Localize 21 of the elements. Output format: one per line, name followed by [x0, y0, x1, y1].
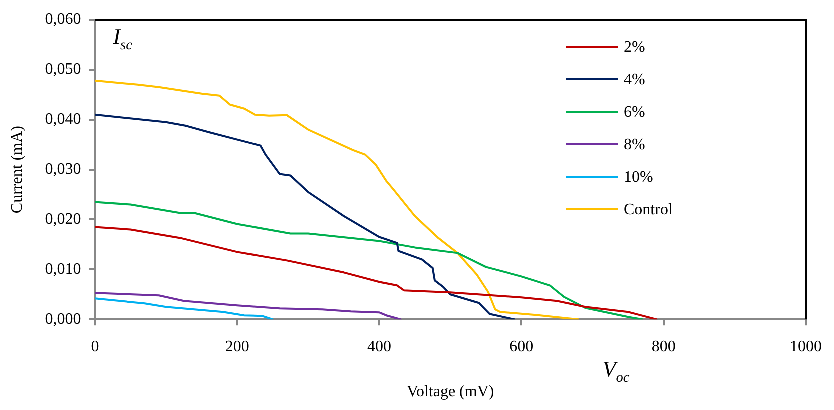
legend-label: 2% — [624, 39, 646, 56]
legend-label: 8% — [624, 136, 646, 154]
legend-label: 6% — [624, 104, 646, 122]
legend-label: Control — [624, 202, 674, 219]
y-tick-label: 0,020 — [45, 210, 82, 228]
x-tick-label: 800 — [652, 338, 676, 356]
y-tick-label: 0,000 — [45, 310, 82, 328]
y-tick-label: 0,010 — [45, 260, 82, 278]
x-tick-label: 600 — [510, 338, 534, 356]
y-tick-label: 0,060 — [45, 11, 82, 28]
y-tick-label: 0,050 — [45, 61, 82, 78]
legend-label: 4% — [624, 72, 646, 89]
y-tick-label: 0,040 — [45, 111, 82, 128]
x-tick-label: 1000 — [790, 338, 822, 356]
legend-label: 10% — [624, 169, 654, 186]
x-tick-label: 0 — [91, 338, 100, 356]
y-axis-title: Current (mA) — [8, 126, 26, 214]
y-tick-label: 0,030 — [45, 161, 82, 178]
x-axis-title: Voltage (mV) — [406, 384, 494, 401]
x-tick-label: 200 — [225, 338, 250, 356]
x-tick-label: 400 — [368, 338, 392, 356]
